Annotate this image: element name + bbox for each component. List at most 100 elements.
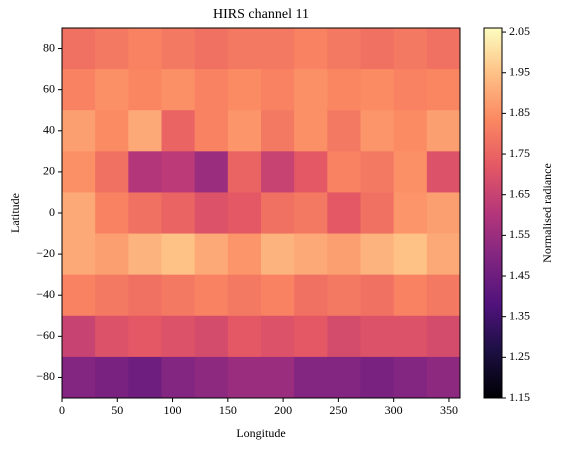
heat-cell [95,110,129,152]
x-tick-label: 100 [164,403,182,417]
heat-cell [327,151,361,193]
heat-cell [62,274,96,317]
chart-title: HIRS channel 11 [213,7,309,22]
heat-cell [194,356,229,399]
y-tick-label: −60 [36,328,55,342]
heat-cell [161,28,196,70]
y-tick-label: −40 [36,287,55,301]
colorbar-tick-label: 1.95 [509,64,530,78]
heat-cell [360,69,395,111]
heat-cell [261,356,295,399]
heat-cell [393,356,428,399]
heat-cell [261,28,295,70]
heat-cell [426,233,461,276]
heat-cell [327,28,361,70]
heat-cell [62,356,96,399]
heat-cell [128,356,162,399]
heat-cell [360,151,395,193]
colorbar-tick-label: 1.65 [509,186,530,200]
heat-cell [161,69,196,111]
heat-cell [327,110,361,152]
y-tick-label: −80 [36,369,55,383]
x-tick-label: 250 [329,403,347,417]
heat-cell [62,233,96,276]
heat-cell [360,356,395,399]
x-tick-label: 0 [59,403,65,417]
heat-cell [161,315,196,358]
x-axis-label: Longitude [236,426,285,440]
heat-cell [393,233,428,276]
heat-cell [393,274,428,317]
heat-cell [294,233,328,276]
heat-cell [261,69,295,111]
heat-cell [194,151,229,193]
colorbar-tick-label: 2.05 [509,24,530,38]
heat-cell [194,315,229,358]
heat-cell [227,151,262,193]
heat-cell [128,110,162,152]
heat-cell [128,192,162,235]
colorbar-tick-label: 1.15 [509,390,530,404]
colorbar-tick-label: 1.35 [509,308,530,322]
heat-cell [128,28,162,70]
heat-cell [360,192,395,235]
heat-cell [128,233,162,276]
colorbar-label: Normalised radiance [540,163,554,263]
heat-cell [161,192,196,235]
y-axis-label: Latitude [8,193,22,233]
heat-cell [62,192,96,235]
heat-cell [95,356,129,399]
heat-cell [227,356,262,399]
colorbar-tick-label: 1.25 [509,349,530,363]
x-tick-label: 50 [111,403,123,417]
y-tick-label: 20 [43,164,55,178]
heat-cell [426,151,461,193]
heat-cell [294,69,328,111]
heat-cell [161,110,196,152]
heat-cell [327,315,361,358]
heat-cell [393,69,428,111]
heat-cell [360,315,395,358]
heat-cell [227,233,262,276]
heat-cell [227,274,262,317]
x-tick-label: 350 [440,403,458,417]
colorbar-tick-label: 1.85 [509,105,530,119]
heat-cell [327,233,361,276]
heat-cell [128,274,162,317]
y-tick-label: 80 [43,40,55,54]
y-tick-label: 40 [43,123,55,137]
heat-cell [426,69,461,111]
heat-cell [62,110,96,152]
heat-cell [161,274,196,317]
heat-cell [393,315,428,358]
heat-cell [194,274,229,317]
heat-cell [360,274,395,317]
y-tick-label: 0 [49,205,55,219]
heat-cell [194,110,229,152]
heat-cell [360,233,395,276]
heat-cell [95,151,129,193]
heat-cell [393,28,428,70]
heat-cell [161,233,196,276]
x-tick-label: 300 [385,403,403,417]
heat-cell [95,192,129,235]
heat-cell [227,110,262,152]
heat-cell [62,151,96,193]
colorbar [483,27,503,399]
heat-cell [95,28,129,70]
heat-cell [62,315,96,358]
heat-cell [261,315,295,358]
heat-cell [294,315,328,358]
heat-cell [294,151,328,193]
heat-cell [128,69,162,111]
heat-cell [128,151,162,193]
heat-cell [360,28,395,70]
heat-cell [294,192,328,235]
heat-cell [294,274,328,317]
x-tick-label: 200 [274,403,292,417]
heat-cell [161,151,196,193]
heat-cell [426,274,461,317]
heat-cell [227,315,262,358]
heat-cell [194,233,229,276]
